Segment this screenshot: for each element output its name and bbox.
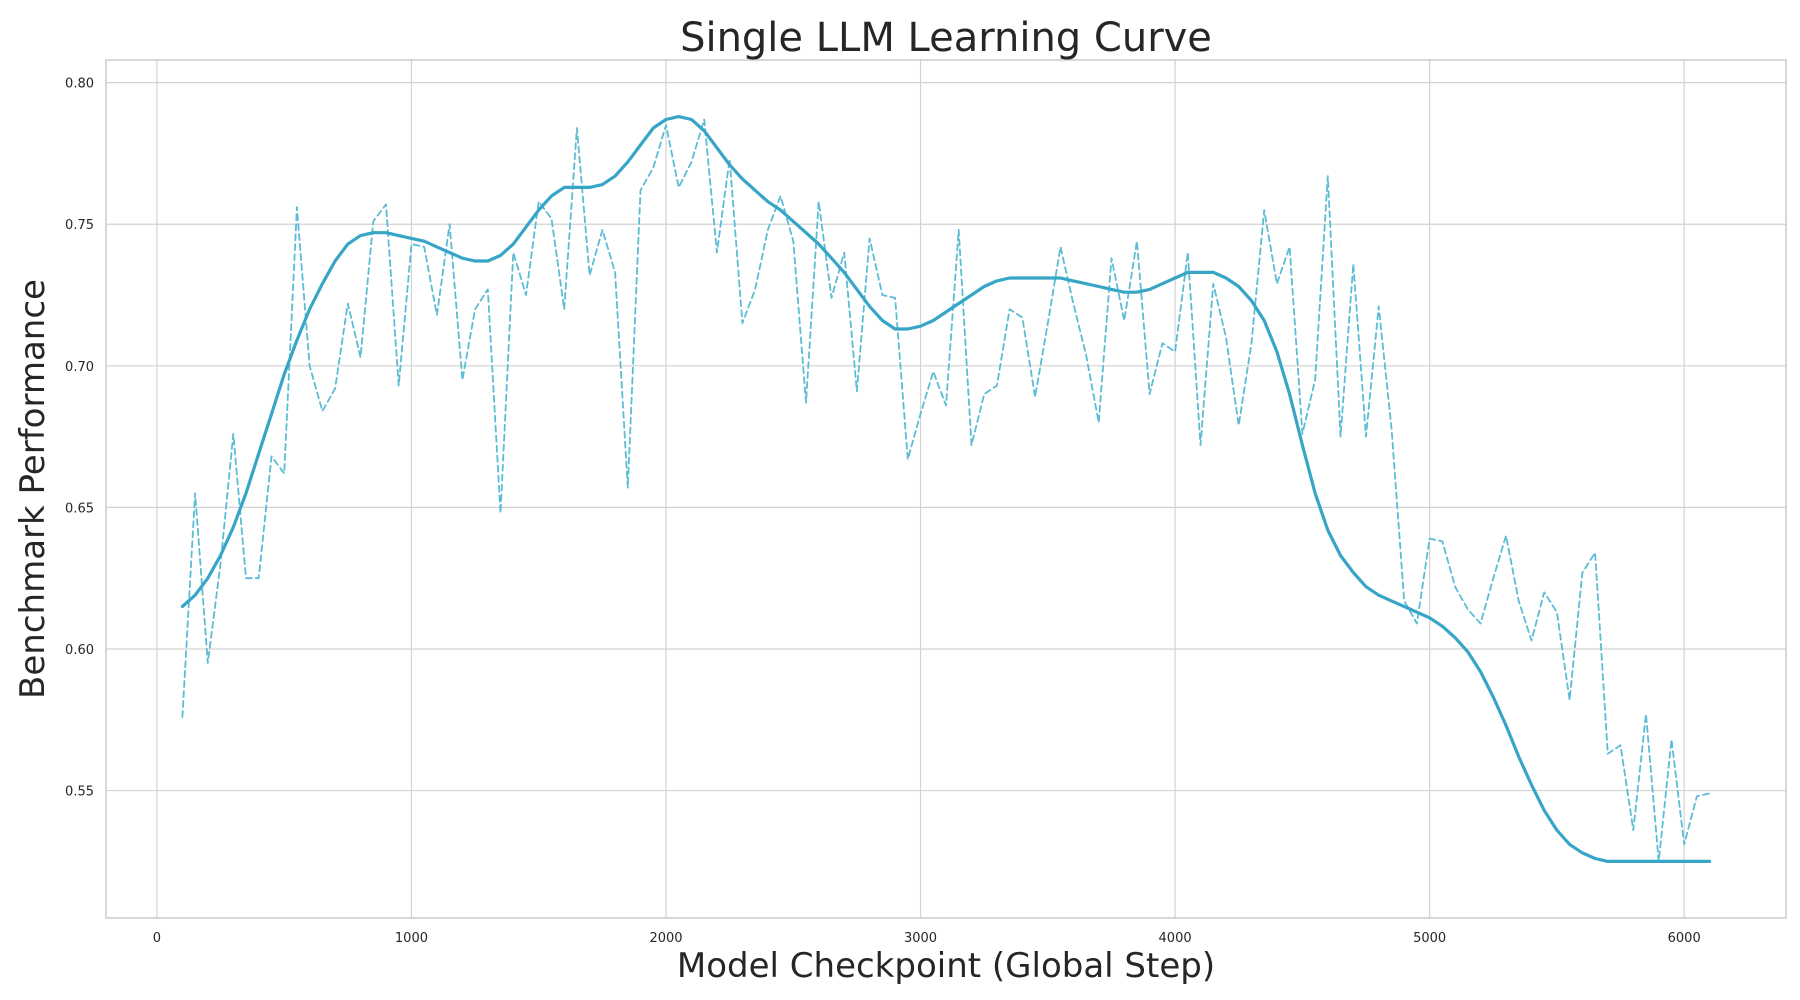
x-tick-label: 6000 [1668,931,1701,946]
x-tick-label: 1000 [395,931,428,946]
series-lines [180,114,1712,864]
y-tick-label: 0.60 [65,643,94,658]
y-axis-ticks: 0.55 0.60 0.65 0.70 0.75 0.80 [65,77,94,800]
y-axis-label: Benchmark Performance [13,279,53,699]
x-tick-label: 2000 [649,931,682,946]
raw-series-line [181,118,1711,863]
x-tick-label: 4000 [1159,931,1192,946]
x-tick-label: 0 [153,931,161,946]
y-tick-label: 0.65 [65,501,94,516]
y-tick-label: 0.75 [65,218,94,233]
x-tick-label: 3000 [904,931,937,946]
x-axis-ticks: 0 1000 2000 3000 4000 5000 6000 [153,931,1701,946]
y-tick-label: 0.80 [65,77,94,92]
plot-frame [105,59,1787,919]
x-axis-label: Model Checkpoint (Global Step) [677,946,1215,986]
y-tick-label: 0.55 [65,785,94,800]
x-tick-label: 5000 [1413,931,1446,946]
chart-title: Single LLM Learning Curve [680,15,1212,61]
smoothed-series-line [180,114,1712,864]
y-tick-label: 0.70 [65,360,94,375]
grid [106,60,1786,918]
